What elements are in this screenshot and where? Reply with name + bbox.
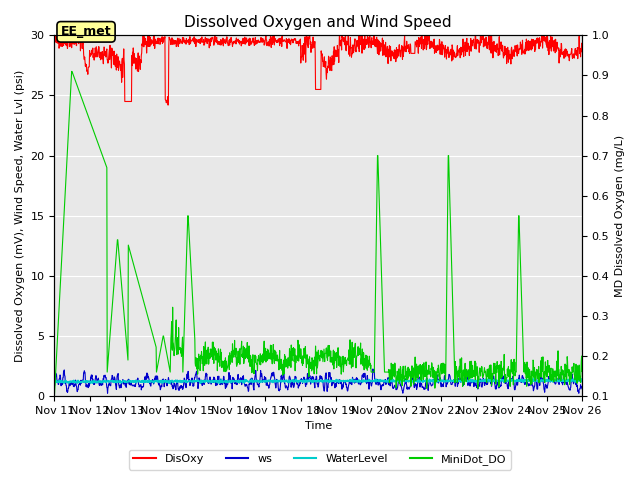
WaterLevel	[275, 379, 282, 385]
ws	[51, 384, 58, 389]
DisOxy	[92, 45, 99, 51]
MiniDot_DO	[113, 241, 121, 247]
DisOxy	[285, 40, 293, 46]
Legend: DisOxy, ws, WaterLevel, MiniDot_DO: DisOxy, ws, WaterLevel, MiniDot_DO	[129, 450, 511, 469]
Line: DisOxy: DisOxy	[54, 25, 582, 105]
ws	[92, 376, 99, 382]
ws	[369, 366, 377, 372]
DisOxy	[306, 22, 314, 28]
Y-axis label: Dissolved Oxygen (mV), Wind Speed, Water Lvl (psi): Dissolved Oxygen (mV), Wind Speed, Water…	[15, 70, 25, 362]
WaterLevel	[92, 379, 99, 384]
ws	[575, 390, 582, 396]
ws	[285, 374, 293, 380]
WaterLevel	[285, 378, 293, 384]
DisOxy	[578, 47, 586, 53]
DisOxy	[164, 102, 172, 108]
DisOxy	[113, 51, 120, 57]
ws	[578, 386, 586, 392]
MiniDot_DO	[92, 133, 99, 139]
X-axis label: Time: Time	[305, 421, 332, 432]
ws	[113, 380, 120, 385]
ws	[275, 385, 282, 391]
MiniDot_DO	[351, 343, 359, 348]
DisOxy	[351, 48, 359, 54]
WaterLevel	[113, 379, 120, 385]
ws	[295, 383, 303, 389]
MiniDot_DO	[295, 342, 303, 348]
Line: MiniDot_DO: MiniDot_DO	[54, 72, 582, 396]
ws	[351, 380, 358, 386]
DisOxy	[51, 36, 58, 42]
MiniDot_DO	[51, 393, 58, 399]
WaterLevel	[578, 378, 586, 384]
MiniDot_DO	[68, 69, 76, 74]
WaterLevel	[351, 378, 359, 384]
Text: EE_met: EE_met	[61, 25, 111, 38]
Line: WaterLevel: WaterLevel	[54, 379, 582, 383]
DisOxy	[275, 38, 282, 44]
WaterLevel	[51, 379, 58, 384]
Y-axis label: MD Dissolved Oxygen (mg/L): MD Dissolved Oxygen (mg/L)	[615, 135, 625, 297]
WaterLevel	[196, 380, 204, 386]
WaterLevel	[573, 376, 581, 382]
MiniDot_DO	[285, 346, 293, 352]
MiniDot_DO	[578, 369, 586, 374]
MiniDot_DO	[275, 360, 282, 366]
Title: Dissolved Oxygen and Wind Speed: Dissolved Oxygen and Wind Speed	[184, 15, 452, 30]
Line: ws: ws	[54, 369, 582, 393]
WaterLevel	[295, 379, 303, 385]
DisOxy	[295, 38, 303, 44]
